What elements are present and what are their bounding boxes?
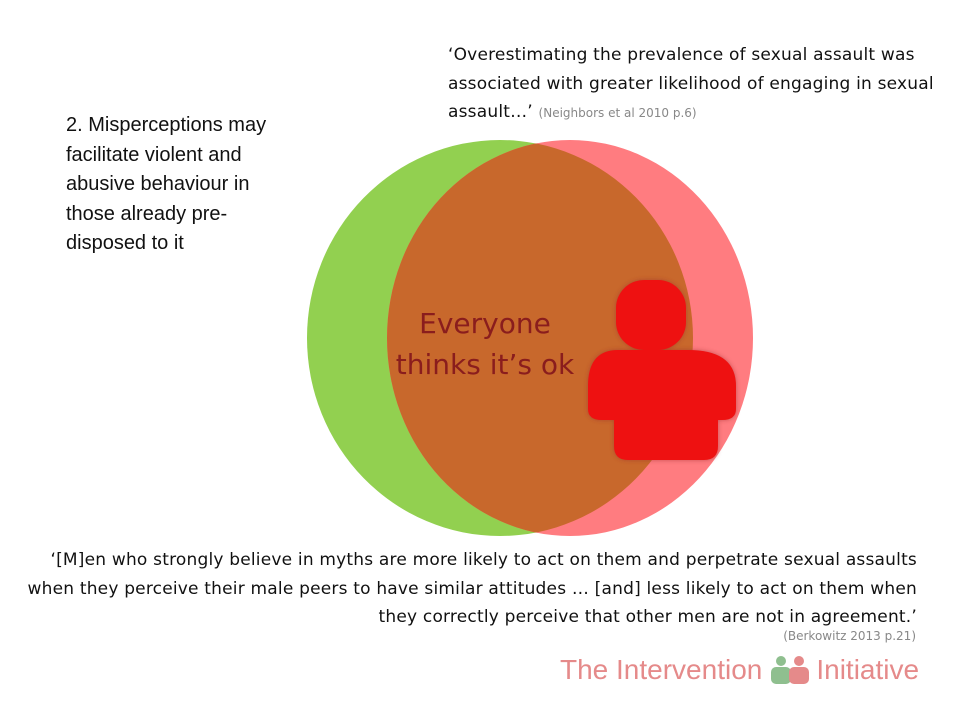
logo-text-left: The Intervention	[560, 654, 763, 685]
center-label: Everyone thinks it’s ok	[395, 307, 575, 381]
logo-text-right: Initiative	[816, 654, 920, 685]
quote-berkowitz: ‘[M]en who strongly believe in myths are…	[27, 550, 917, 627]
quote-neighbors-text: ‘Overestimating the prevalence of sexual…	[448, 45, 934, 122]
misperception-point: 2. Misperceptions may facilitate violent…	[66, 114, 267, 254]
quote-neighbors-citation: (Neighbors et al 2010 p.6)	[538, 106, 697, 120]
quote-berkowitz-citation: (Berkowitz 2013 p.21)	[783, 629, 916, 643]
two-people-icon	[771, 656, 810, 684]
quote-neighbors: ‘Overestimating the prevalence of sexual…	[448, 41, 948, 128]
person-icon	[588, 280, 736, 460]
intervention-initiative-logo: The Intervention Initiative	[560, 650, 919, 690]
